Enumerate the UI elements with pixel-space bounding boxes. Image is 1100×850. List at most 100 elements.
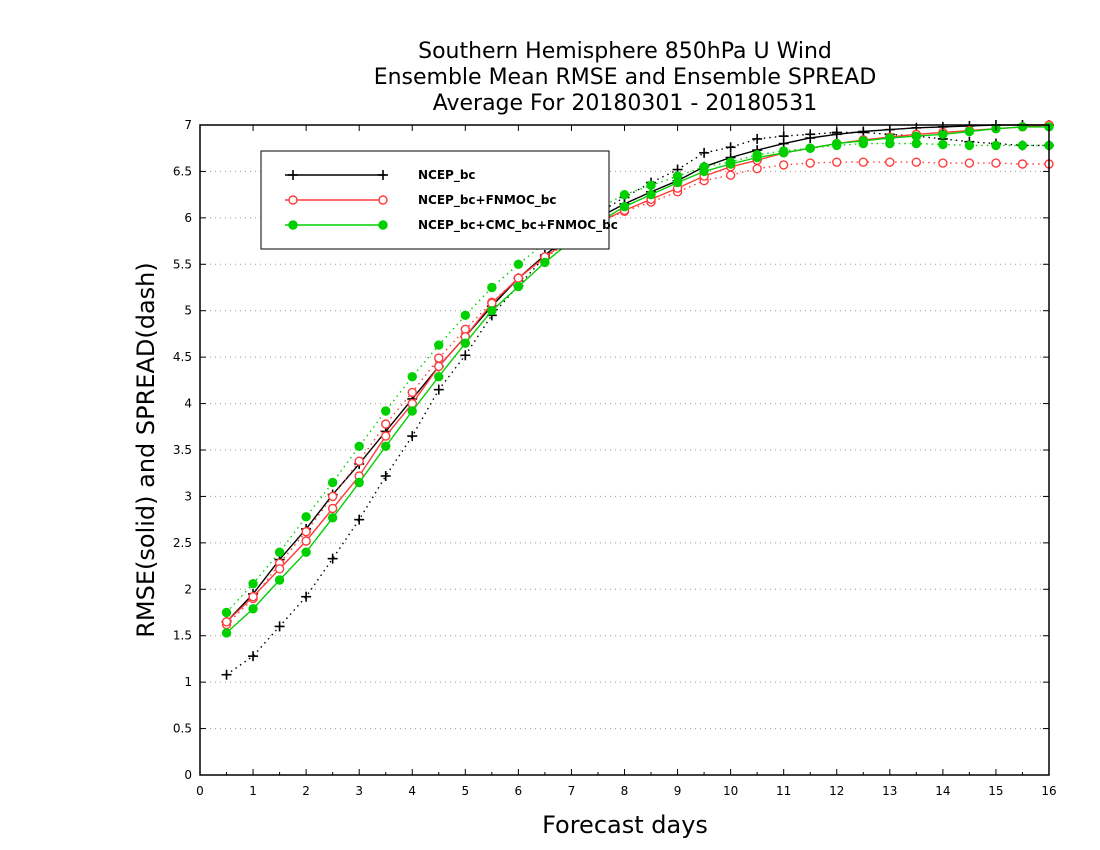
series-2-spread-point-5 (354, 441, 364, 451)
series-2-spread-line (225, 142, 1049, 613)
legend-marker-right-0 (378, 170, 388, 180)
series-1-spread-point-7 (407, 387, 417, 398)
series-2-rmse-point-5 (354, 477, 364, 488)
series-2-rmse-point-26 (911, 131, 922, 141)
series-0-spread-point-3 (301, 591, 312, 602)
series-2-spread-point-10 (487, 282, 497, 293)
y-tick-label-7: 7 (184, 118, 192, 132)
series-2-rmse-point-22 (805, 143, 815, 153)
series-1-rmse-point-6 (381, 431, 391, 441)
x-tick-label-9: 9 (674, 784, 682, 798)
series-1-spread-point-4 (327, 491, 338, 502)
x-tick-label-4: 4 (408, 784, 416, 798)
series-2-rmse-point-19 (725, 159, 736, 169)
series-2-rmse-point-6 (381, 441, 391, 451)
series-0-spread-point-4 (327, 553, 338, 564)
legend: NCEP_bc NCEP_bc+FNMOC_bc NCEP_bc+CMC_bc+FN… (260, 150, 618, 250)
series-1-rmse-point-1 (248, 592, 258, 602)
series-2-spread-point-30 (1017, 140, 1028, 151)
series-1-spread-point-23 (832, 157, 842, 167)
series-1-spread-point-5 (354, 456, 364, 466)
series-2-rmse-point-25 (885, 133, 895, 143)
series-2-spread-point-15 (619, 189, 630, 200)
series-2-spread-point-4 (327, 477, 338, 488)
y-tick-label-2: 2 (184, 582, 192, 596)
series-1-spread-point-6 (381, 419, 391, 429)
legend-marker-left-1 (288, 195, 298, 205)
series-2-rmse-point-12 (540, 257, 550, 268)
gridlines (200, 170, 1049, 730)
y-tick-label-6: 6 (184, 211, 192, 225)
x-tick-label-0: 0 (196, 784, 204, 798)
series-1-spread-point-26 (911, 157, 922, 167)
series-1-spread-point-28 (964, 158, 975, 168)
y-tick-label-0: 0 (184, 768, 192, 782)
series-2-spread-point-6 (381, 406, 391, 416)
series-1-rmse-point-0 (221, 617, 232, 627)
series-2-spread-point-2 (274, 547, 285, 557)
series-2-rmse-point-21 (778, 148, 789, 158)
x-tick-label-15: 15 (988, 784, 1003, 798)
series-1-spread-point-20 (752, 163, 762, 174)
series-1-spread-point-24 (858, 157, 868, 167)
x-axis: 0 1 2 3 4 5 6 7 8 9 10 11 12 13 14 15 16 (196, 125, 1057, 798)
series-2-rmse-point-10 (487, 306, 497, 316)
series-0-spread-point-7 (407, 431, 418, 442)
series-2-rmse-point-27 (938, 129, 948, 139)
x-tick-label-2: 2 (302, 784, 310, 798)
series-2-spread-point-0 (221, 607, 232, 618)
y-tick-label-6.5: 6.5 (173, 164, 192, 178)
series-2-rmse-point-8 (434, 371, 444, 382)
x-tick-label-11: 11 (776, 784, 791, 798)
series-2-rmse-point-7 (407, 406, 417, 416)
y-tick-label-1.5: 1.5 (173, 629, 192, 643)
x-tick-label-5: 5 (461, 784, 469, 798)
legend-marker-right-1 (378, 195, 388, 205)
series-1-spread-point-30 (1017, 159, 1028, 169)
series-0-spread-point-20 (752, 133, 763, 144)
y-tick-label-2.5: 2.5 (173, 536, 192, 550)
legend-marker-right-2 (378, 220, 388, 230)
series-2-rmse-point-4 (327, 513, 338, 523)
series-2-spread-point-16 (646, 180, 656, 191)
series-1-rmse-point-8 (434, 361, 444, 372)
series-2-spread-point-11 (513, 259, 524, 269)
series-2-rmse-point-1 (248, 604, 258, 614)
y-tick-label-5: 5 (184, 304, 192, 318)
series-2-spread-point-29 (991, 140, 1001, 151)
series-0-spread-point-9 (460, 350, 471, 361)
series-2-rmse-point-20 (752, 152, 762, 163)
series-0-spread-point-8 (433, 384, 444, 395)
y-tick-label-5.5: 5.5 (173, 257, 192, 271)
series-1-spread-point-29 (991, 158, 1001, 168)
series-1-rmse-point-2 (274, 564, 285, 574)
series-1-spread-point-8 (434, 353, 444, 363)
series-0-spread-point-1 (248, 651, 259, 662)
series-2-spread-point-28 (964, 140, 975, 151)
x-tick-label-3: 3 (355, 784, 363, 798)
legend-marker-left-2 (288, 220, 298, 230)
x-tick-label-13: 13 (882, 784, 897, 798)
title-line-2: Ensemble Mean RMSE and Ensemble SPREAD (374, 65, 877, 90)
chart-title: Southern Hemisphere 850hPa U WindEnsembl… (374, 39, 877, 116)
series-1-spread-point-3 (301, 527, 311, 537)
series-2-spread-point-27 (938, 139, 948, 150)
series-1-spread-point-21 (778, 160, 789, 170)
series-2-rmse-point-11 (513, 281, 524, 292)
y-tick-label-3.5: 3.5 (173, 443, 192, 457)
series-2-rmse-point-0 (221, 628, 232, 638)
series-1-rmse-point-4 (327, 503, 338, 514)
x-tick-label-14: 14 (935, 784, 950, 798)
series-0-spread-point-5 (354, 514, 365, 525)
legend-label-1: NCEP_bc+FNMOC_bc (418, 193, 557, 208)
series-layer (221, 120, 1054, 680)
x-tick-label-6: 6 (515, 784, 523, 798)
series-2-spread-point-7 (407, 371, 417, 382)
series-1-spread-point-22 (805, 158, 815, 168)
series-0-rmse-point-24 (858, 126, 869, 137)
y-axis-label: RMSE(solid) and SPREAD(dash) (132, 262, 160, 638)
series-0-spread-point-19 (725, 142, 736, 153)
series-2-spread-point-3 (301, 512, 311, 522)
series-2-rmse-point-3 (301, 547, 311, 557)
